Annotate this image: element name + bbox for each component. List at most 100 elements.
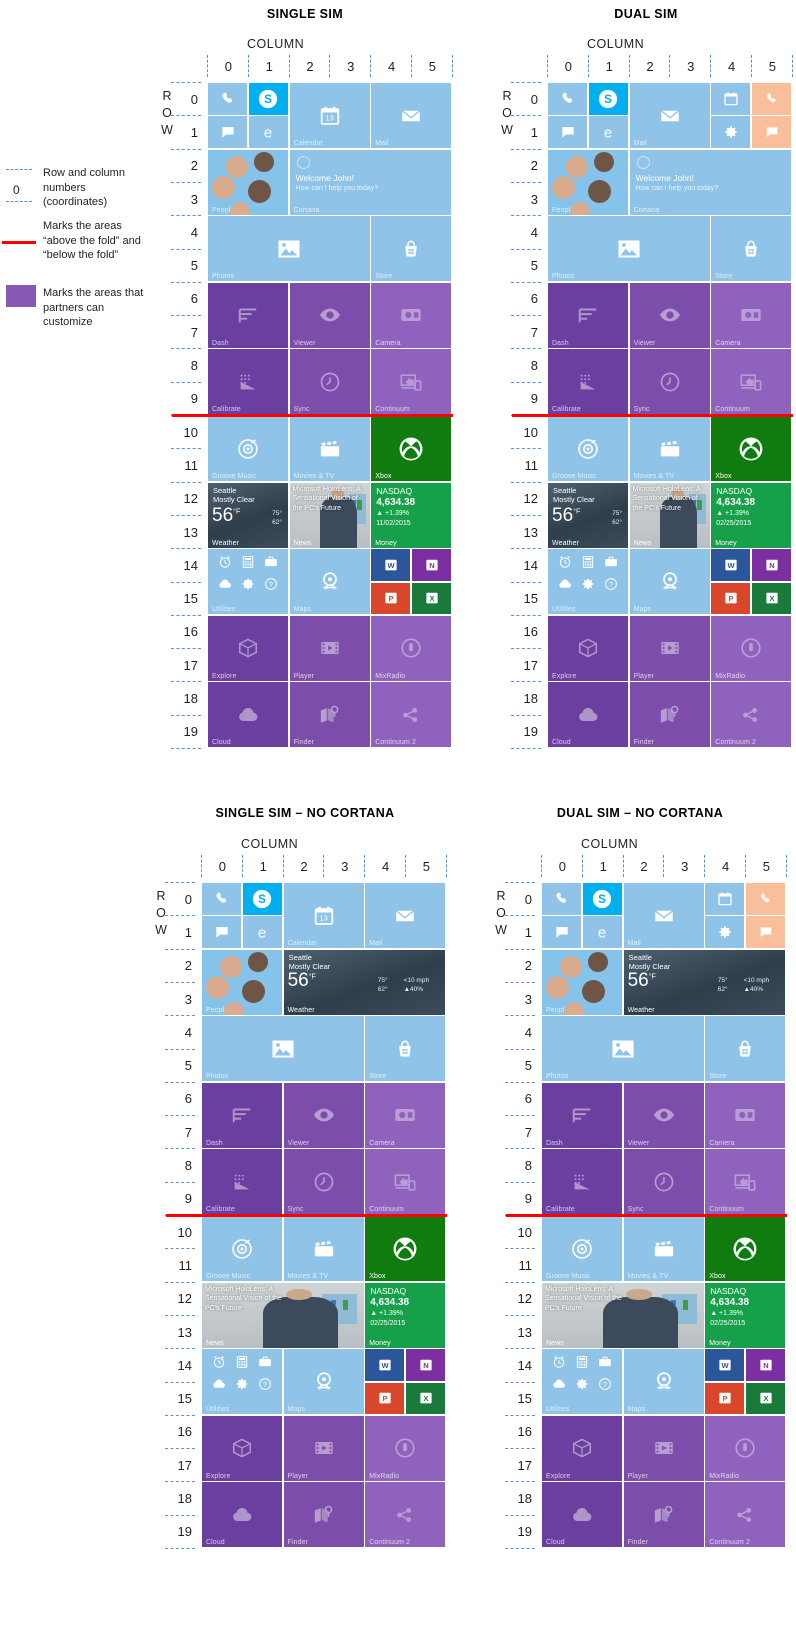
tile-news[interactable]: News Microsoft HoloLens: A Sensational Vi… — [629, 482, 710, 548]
tile-cloud[interactable]: Cloud — [548, 682, 629, 748]
tile-mail[interactable]: Mail — [365, 883, 446, 949]
tile-sim1-phone[interactable] — [752, 83, 792, 115]
tile-finder[interactable]: Finder — [623, 1482, 704, 1548]
tile-store[interactable]: Store — [711, 216, 792, 282]
tile-onenote[interactable]: N — [406, 1349, 446, 1381]
tile-onenote[interactable]: N — [746, 1349, 786, 1381]
tile-camera[interactable]: Camera — [371, 282, 452, 348]
tile-dash[interactable]: Dash — [202, 1082, 283, 1148]
tile-store[interactable]: Store — [371, 216, 452, 282]
tile-cortana[interactable]: Cortana Welcome John! How can I help you t… — [289, 149, 452, 215]
tile-edge[interactable]: e — [582, 916, 623, 949]
tile-dash[interactable]: Dash — [542, 1082, 623, 1148]
tile-movies-tv[interactable]: Movies & TV — [629, 416, 710, 482]
tile-continuum-2[interactable]: Continuum 2 — [371, 682, 452, 748]
tile-utilities[interactable]: Utilities? — [202, 1349, 283, 1415]
tile-edge[interactable]: e — [242, 916, 283, 949]
tile-explore[interactable]: Explore — [542, 1415, 623, 1481]
tile-skype[interactable]: S — [582, 883, 623, 915]
tile-weather[interactable]: Seattle Mostly Clear 56°F 75° 62° Weather — [208, 482, 289, 548]
tile-messaging[interactable] — [542, 916, 582, 949]
tile-groove-music[interactable]: Groove Music — [208, 416, 289, 482]
tile-camera[interactable]: Camera — [711, 282, 792, 348]
tile-excel[interactable]: X — [746, 1382, 786, 1415]
tile-people[interactable]: People — [208, 149, 289, 215]
tile-sync[interactable]: Sync — [623, 1149, 704, 1215]
tile-edge[interactable]: e — [248, 116, 289, 149]
tile-calendar[interactable] — [711, 83, 751, 115]
tile-excel[interactable]: X — [412, 582, 452, 615]
tile-sync[interactable]: Sync — [289, 349, 370, 415]
tile-money[interactable]: NASDAQ 4,634.38 ▲ +1.39% 02/25/2015 Money — [705, 1282, 786, 1348]
tile-movies-tv[interactable]: Movies & TV — [289, 416, 370, 482]
tile-skype[interactable]: S — [242, 883, 283, 915]
tile-calibrate[interactable]: Calibrate — [202, 1149, 283, 1215]
tile-settings[interactable] — [711, 116, 751, 149]
tile-movies-tv[interactable]: Movies & TV — [623, 1216, 704, 1282]
tile-powerpoint[interactable]: P — [711, 582, 751, 615]
tile-continuum[interactable]: Continuum — [371, 349, 452, 415]
tile-excel[interactable]: X — [406, 1382, 446, 1415]
tile-word[interactable]: W — [371, 549, 411, 581]
tile-player[interactable]: Player — [283, 1415, 364, 1481]
tile-word[interactable]: W — [365, 1349, 405, 1381]
tile-dash[interactable]: Dash — [548, 282, 629, 348]
tile-phone[interactable] — [208, 83, 248, 115]
tile-continuum[interactable]: Continuum — [705, 1149, 786, 1215]
tile-groove-music[interactable]: Groove Music — [202, 1216, 283, 1282]
tile-cloud[interactable]: Cloud — [202, 1482, 283, 1548]
tile-people[interactable]: People — [542, 949, 623, 1015]
tile-calendar[interactable]: Calendar 13 — [283, 883, 364, 949]
tile-weather-wide[interactable]: Seattle Mostly Clear 56°F 75° 62° <10 mph ▲40%… — [623, 949, 786, 1015]
tile-phone[interactable] — [548, 83, 588, 115]
tile-finder[interactable]: Finder — [283, 1482, 364, 1548]
tile-groove-music[interactable]: Groove Music — [548, 416, 629, 482]
tile-calibrate[interactable]: Calibrate — [548, 349, 629, 415]
tile-calendar[interactable]: Calendar 13 — [289, 83, 370, 149]
tile-sync[interactable]: Sync — [283, 1149, 364, 1215]
tile-player[interactable]: Player — [629, 615, 710, 681]
tile-weather[interactable]: Seattle Mostly Clear 56°F 75° 62° Weather — [548, 482, 629, 548]
tile-sim1-phone[interactable] — [746, 883, 786, 915]
tile-explore[interactable]: Explore — [208, 615, 289, 681]
tile-money[interactable]: NASDAQ 4,634.38 ▲ +1.39% 02/25/2015 Money — [365, 1282, 446, 1348]
tile-utilities[interactable]: Utilities? — [542, 1349, 623, 1415]
tile-mixradio[interactable]: MixRadio — [711, 615, 792, 681]
tile-xbox[interactable]: Xbox — [711, 416, 792, 482]
tile-mail[interactable]: Mail — [629, 83, 710, 149]
tile-calibrate[interactable]: Calibrate — [208, 349, 289, 415]
tile-viewer[interactable]: Viewer — [629, 282, 710, 348]
tile-xbox[interactable]: Xbox — [371, 416, 452, 482]
tile-mixradio[interactable]: MixRadio — [365, 1415, 446, 1481]
tile-maps[interactable]: Maps — [629, 549, 710, 615]
tile-mail[interactable]: Mail — [623, 883, 704, 949]
tile-continuum[interactable]: Continuum — [365, 1149, 446, 1215]
tile-skype[interactable]: S — [248, 83, 289, 115]
tile-photos[interactable]: Photos — [548, 216, 710, 282]
tile-calendar[interactable] — [705, 883, 745, 915]
tile-maps[interactable]: Maps — [623, 1349, 704, 1415]
tile-news[interactable]: News Microsoft HoloLens: A Sensational Vi… — [289, 482, 370, 548]
tile-cloud[interactable]: Cloud — [208, 682, 289, 748]
tile-viewer[interactable]: Viewer — [289, 282, 370, 348]
tile-viewer[interactable]: Viewer — [623, 1082, 704, 1148]
tile-explore[interactable]: Explore — [548, 615, 629, 681]
tile-dash[interactable]: Dash — [208, 282, 289, 348]
tile-camera[interactable]: Camera — [365, 1082, 446, 1148]
tile-photos[interactable]: Photos — [208, 216, 370, 282]
tile-continuum-2[interactable]: Continuum 2 — [711, 682, 792, 748]
tile-powerpoint[interactable]: P — [705, 1382, 745, 1415]
tile-mixradio[interactable]: MixRadio — [371, 615, 452, 681]
tile-messaging[interactable] — [202, 916, 242, 949]
tile-maps[interactable]: Maps — [289, 549, 370, 615]
tile-player[interactable]: Player — [623, 1415, 704, 1481]
tile-xbox[interactable]: Xbox — [365, 1216, 446, 1282]
tile-continuum-2[interactable]: Continuum 2 — [365, 1482, 446, 1548]
tile-mixradio[interactable]: MixRadio — [705, 1415, 786, 1481]
tile-utilities[interactable]: Utilities? — [208, 549, 289, 615]
tile-maps[interactable]: Maps — [283, 1349, 364, 1415]
tile-news[interactable]: News Microsoft HoloLens: A Sensational Vi… — [542, 1282, 704, 1348]
tile-explore[interactable]: Explore — [202, 1415, 283, 1481]
tile-excel[interactable]: X — [752, 582, 792, 615]
tile-cloud[interactable]: Cloud — [542, 1482, 623, 1548]
